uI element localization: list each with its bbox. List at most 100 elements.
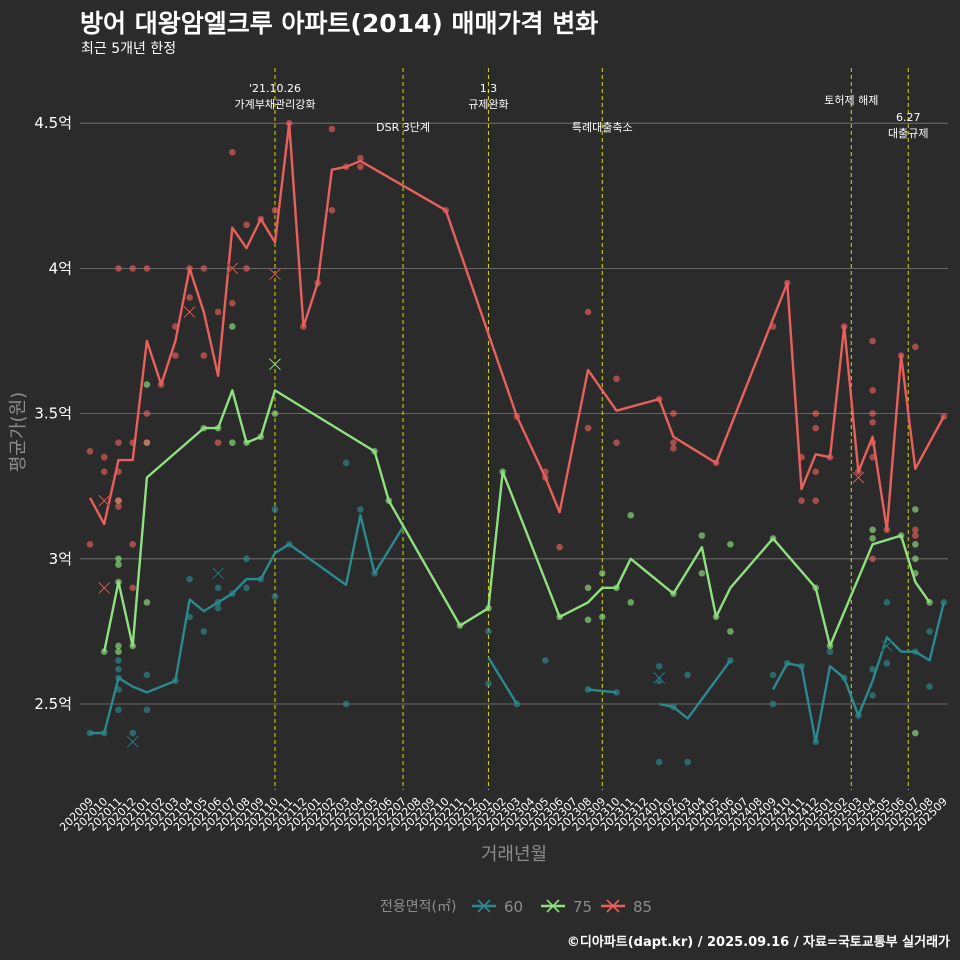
data-point-60 [243, 555, 250, 563]
data-point-85 [869, 410, 876, 417]
data-point-75 [698, 532, 706, 539]
data-point-60 [115, 665, 122, 673]
data-point-60 [684, 758, 691, 766]
data-point-85 [869, 419, 876, 426]
y-tick-label: 3.5억 [34, 405, 72, 423]
data-point-60 [769, 700, 777, 708]
data-point-85 [357, 163, 364, 171]
data-point-75 [727, 540, 734, 548]
data-point-85 [86, 540, 94, 548]
cross-stroke [183, 306, 196, 318]
data-point-85 [328, 125, 336, 133]
cross-stroke [226, 262, 239, 275]
data-point-85 [357, 154, 364, 162]
data-point-75 [627, 599, 635, 606]
cross-stroke [212, 567, 224, 580]
data-point-85 [812, 410, 820, 417]
data-point-85 [584, 424, 592, 432]
y-tick-label: 2.5억 [34, 695, 72, 713]
event-label: '21.10.26 [249, 82, 301, 95]
data-point-85 [100, 453, 108, 461]
data-point-85 [129, 540, 136, 548]
cross-marker-85 [268, 268, 282, 281]
data-point-85 [912, 343, 919, 351]
data-point-60 [143, 671, 151, 679]
cross-stroke [852, 471, 865, 484]
data-point-75 [869, 526, 876, 534]
series-lines [88, 122, 945, 743]
data-point-60 [869, 691, 876, 699]
data-point-85 [812, 468, 820, 475]
data-point-60 [655, 758, 663, 766]
data-point-75 [912, 506, 919, 513]
data-point-85 [271, 207, 279, 214]
series-line-75 [103, 389, 931, 652]
data-point-60 [542, 657, 549, 664]
legend-key-cross [477, 899, 491, 913]
data-point-85 [243, 265, 250, 272]
legend-label: 75 [573, 898, 592, 916]
cross-marker-60 [653, 671, 666, 684]
y-tick-label: 4억 [49, 259, 72, 277]
data-point-60 [186, 575, 193, 583]
data-point-85 [869, 387, 876, 394]
data-point-75 [229, 439, 236, 446]
legend-item-75: 75 [541, 898, 592, 916]
legend-label: 85 [633, 898, 652, 916]
data-point-85 [129, 265, 136, 272]
event-label: 대출규제 [888, 127, 928, 140]
data-point-85 [613, 375, 620, 383]
data-point-85 [100, 468, 108, 475]
data-point-60 [271, 506, 279, 513]
data-point-75 [584, 584, 592, 592]
cross-stroke [98, 581, 111, 594]
data-point-60 [883, 660, 891, 667]
data-point-60 [485, 628, 492, 635]
legend-title: 전용면적(㎡) [380, 899, 456, 915]
data-point-60 [200, 628, 208, 635]
x-axis: 2020092020102020112020122021012021022021… [57, 795, 950, 865]
x-axis-title: 거래년월 [481, 844, 547, 865]
data-point-75 [115, 648, 122, 656]
legend-label: 60 [504, 898, 523, 916]
data-point-75 [912, 540, 919, 548]
data-point-85 [869, 555, 876, 563]
data-point-85 [200, 352, 208, 359]
data-point-60 [143, 706, 151, 714]
data-point-85 [798, 497, 805, 505]
data-point-75 [143, 599, 151, 606]
cross-marker-85 [98, 494, 111, 507]
data-point-75 [912, 555, 919, 563]
cross-marker-60 [126, 735, 139, 748]
chart-title: 방어 대왕암엘크루 아파트(2014) 매매가격 변화 [80, 9, 599, 38]
data-point-75 [912, 729, 919, 737]
data-point-60 [271, 593, 279, 600]
data-point-85 [229, 148, 236, 156]
data-point-85 [670, 445, 677, 452]
legend-item-60: 60 [472, 898, 523, 916]
cross-marker-75 [268, 358, 282, 371]
legend: 전용면적(㎡) 60 75 85 [380, 898, 652, 916]
data-point-60 [357, 506, 364, 513]
data-point-85 [115, 503, 122, 510]
data-point-75 [100, 648, 108, 656]
data-point-60 [940, 599, 948, 606]
data-point-85 [214, 439, 222, 446]
data-point-75 [584, 616, 592, 624]
event-label: 가계부채관리강화 [235, 98, 316, 111]
data-point-60 [826, 648, 834, 656]
data-point-75 [727, 628, 734, 635]
data-point-85 [670, 439, 677, 446]
event-label: 6.27 [896, 111, 921, 124]
data-point-75 [698, 570, 706, 577]
data-point-60 [214, 584, 222, 592]
cross-marker-85 [226, 262, 239, 275]
data-point-85 [186, 294, 193, 301]
data-point-75 [115, 642, 122, 650]
data-point-60 [869, 665, 876, 673]
cross-stroke [98, 494, 111, 507]
data-point-60 [684, 671, 691, 679]
cross-stroke [126, 735, 139, 748]
